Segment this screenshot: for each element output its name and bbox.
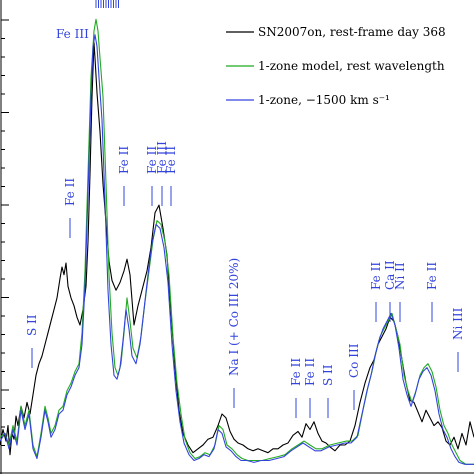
line-label: Fe II xyxy=(303,358,317,386)
line-label: S II xyxy=(321,364,335,386)
line-label: Fe II xyxy=(289,358,303,386)
line-label: Fe II xyxy=(164,146,178,174)
spectrum-series-2 xyxy=(0,18,474,465)
line-label: Na I (+ Co III 20%) xyxy=(227,258,241,376)
spectrum-series-3 xyxy=(0,34,474,465)
legend-entry: 1-zone model, rest wavelength xyxy=(258,59,445,73)
line-label: Fe III xyxy=(155,141,169,174)
line-label: Fe II xyxy=(145,146,159,174)
line-label: S II xyxy=(25,314,39,336)
line-label: Co III xyxy=(347,343,361,378)
line-label: Fe II xyxy=(63,178,77,206)
legend-entry: SN2007on, rest-frame day 368 xyxy=(258,25,446,39)
line-label: Ni II xyxy=(393,262,407,290)
line-label: Fe III xyxy=(56,27,89,41)
spectrum-series-1 xyxy=(0,42,474,456)
line-label: Fe II xyxy=(425,262,439,290)
legend-entry: 1-zone, −1500 km s⁻¹ xyxy=(258,93,390,107)
line-label: Fe II xyxy=(117,146,131,174)
line-label: Fe II xyxy=(369,262,383,290)
legend: SN2007on, rest-frame day 368 1-zone model… xyxy=(226,25,446,107)
line-label: Ca II xyxy=(383,260,397,290)
line-label: Ni III xyxy=(451,307,465,340)
spectrum-lines xyxy=(0,18,474,465)
